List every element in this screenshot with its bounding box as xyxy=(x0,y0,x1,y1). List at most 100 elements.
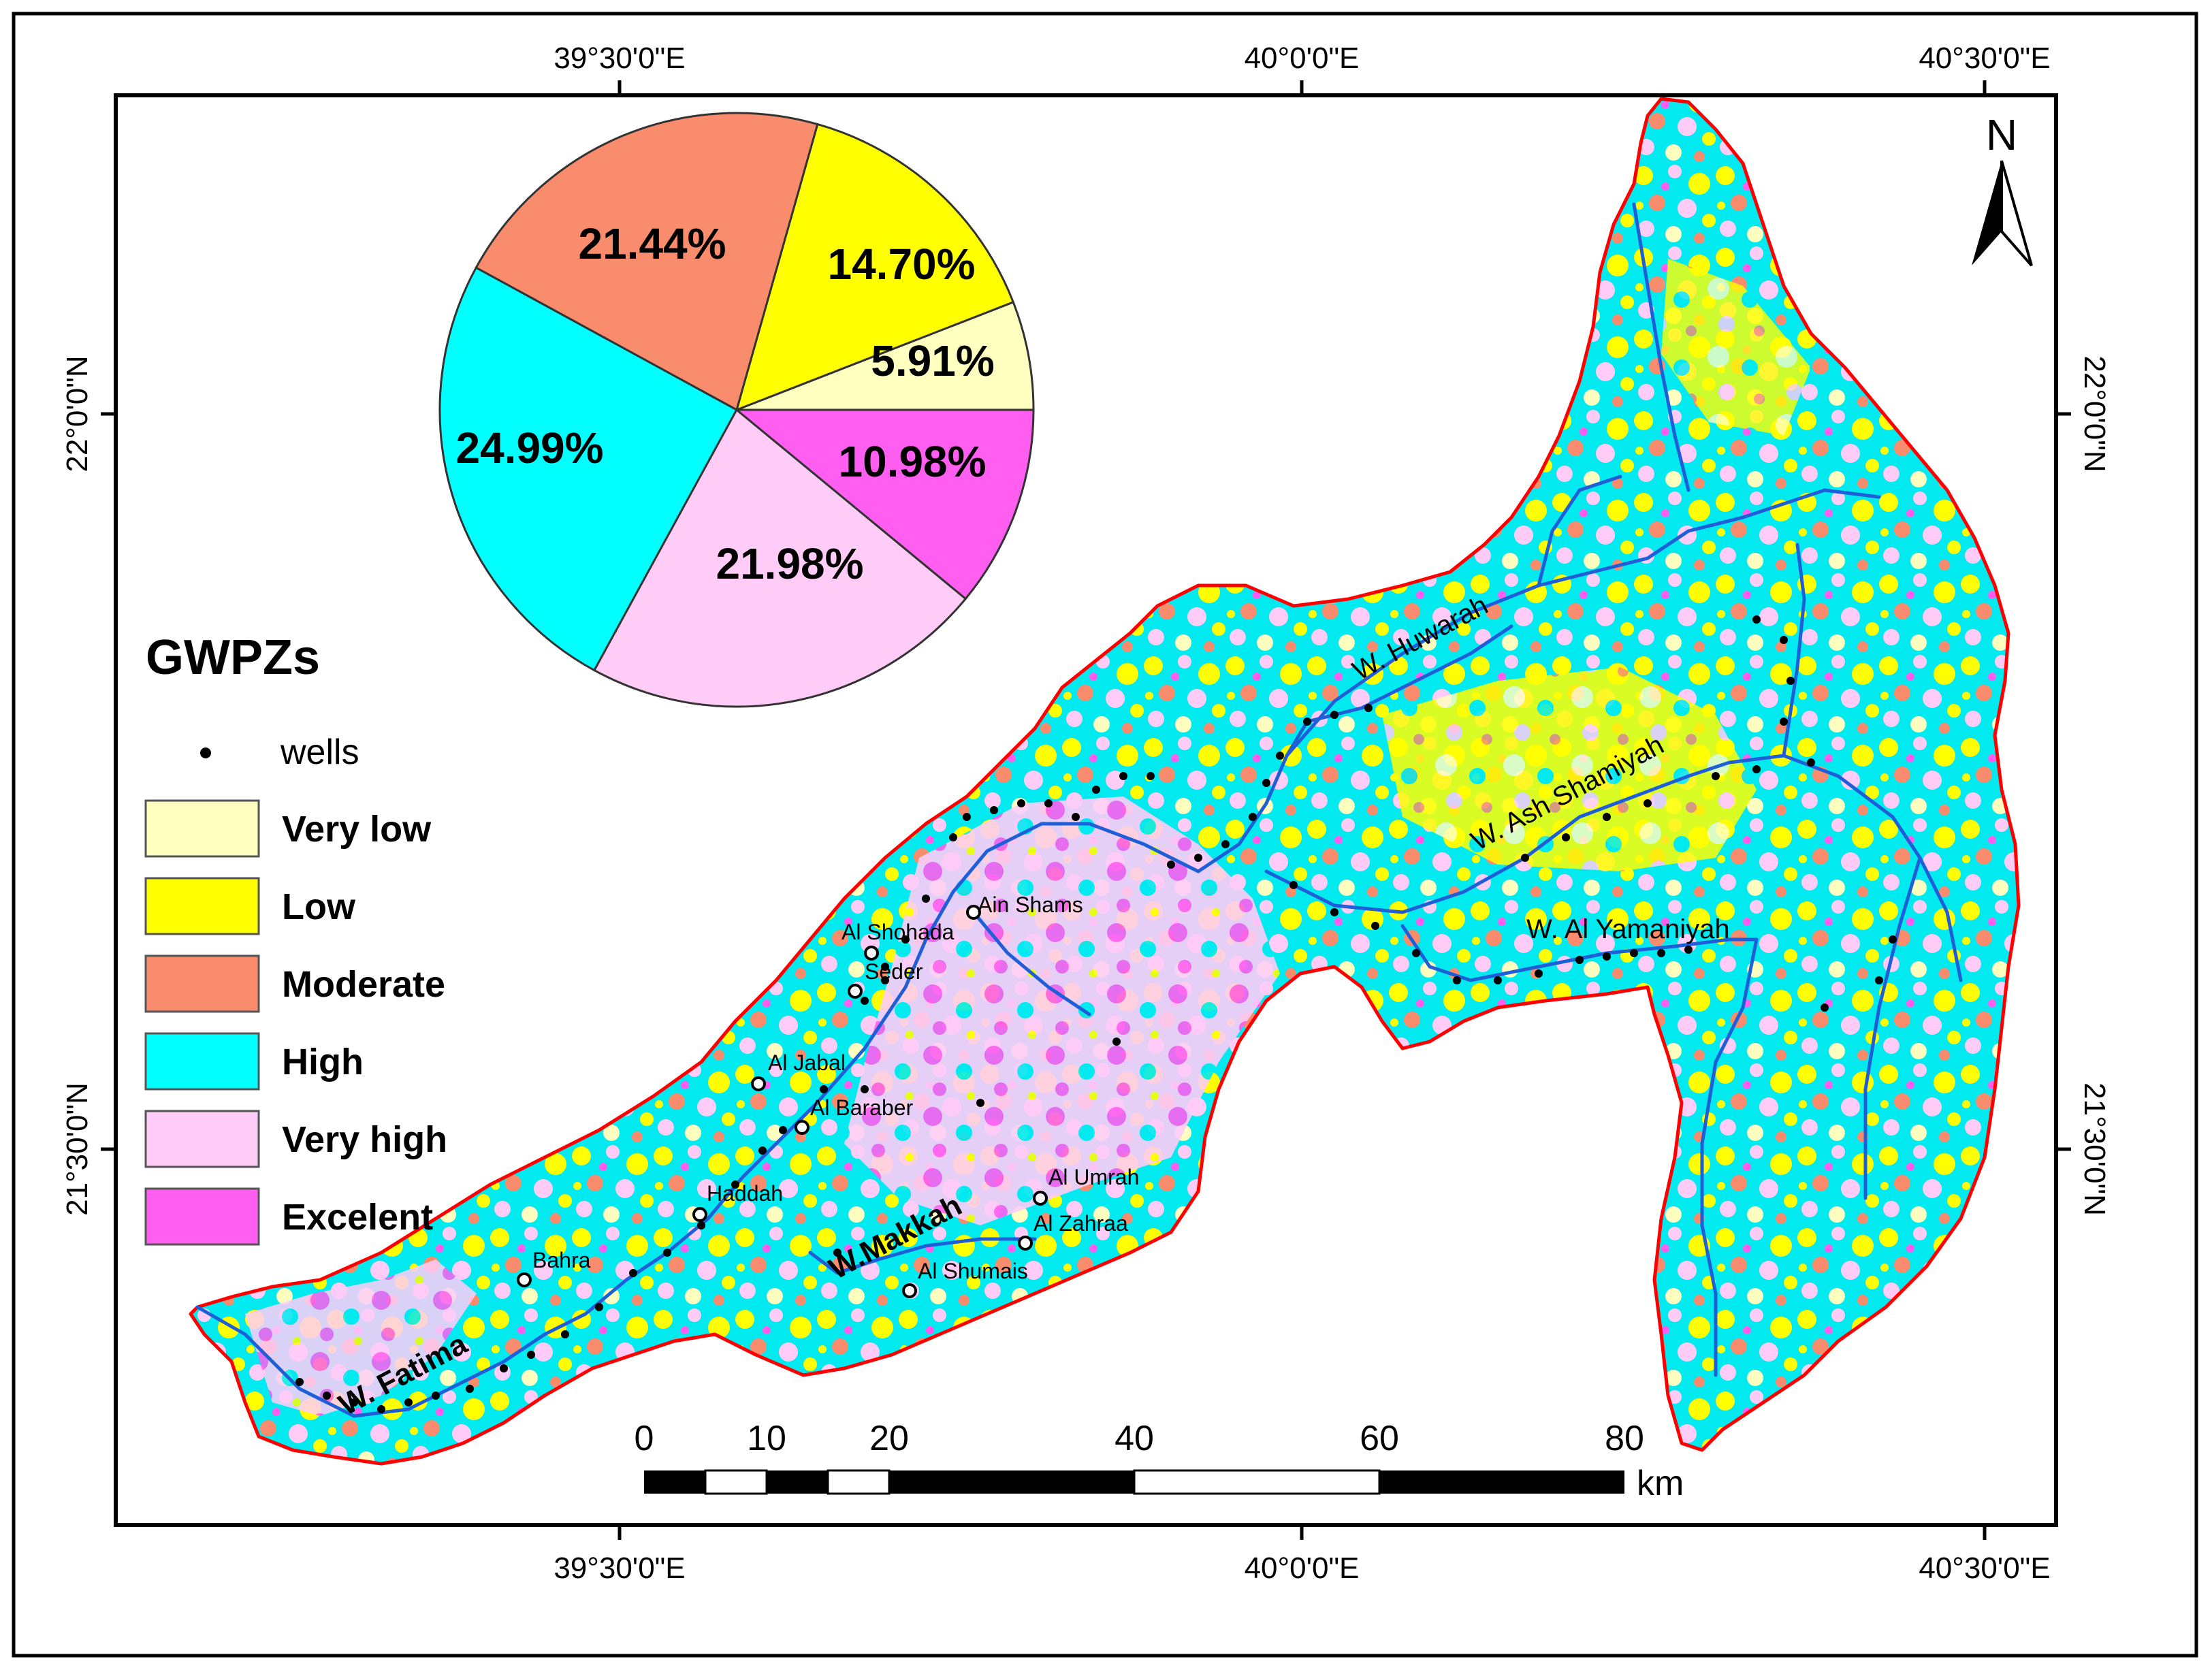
scale-seg xyxy=(767,1470,828,1494)
place-al-baraber: Al Baraber xyxy=(810,1095,914,1120)
top-tick-label-2: 40°0'0"E xyxy=(1245,42,1360,75)
well xyxy=(595,1303,603,1311)
well xyxy=(1303,718,1311,726)
well xyxy=(629,1269,637,1277)
pie-slice-label: 21.44% xyxy=(578,219,726,268)
scale-seg xyxy=(1133,1469,1381,1495)
well xyxy=(861,997,869,1005)
well xyxy=(1712,772,1720,780)
scale-seg xyxy=(644,1470,705,1494)
well xyxy=(1330,908,1339,916)
well xyxy=(1371,922,1379,930)
place-al-shumais: Al Shumais xyxy=(918,1259,1028,1283)
right-tick-label-2: 21°30'0"N xyxy=(2078,1082,2111,1216)
basin-yellow-zone-north xyxy=(1661,259,1811,436)
north-label: N xyxy=(1986,110,2017,159)
well xyxy=(779,1126,787,1134)
well xyxy=(350,1398,358,1406)
top-tick-label-3: 40°30'0"E xyxy=(1919,42,2050,75)
drainage-network xyxy=(195,202,1963,1418)
town-marker xyxy=(966,905,981,920)
well xyxy=(1112,1038,1121,1046)
place-al-shohada: Al Shohada xyxy=(841,920,955,944)
well xyxy=(1575,956,1584,964)
well xyxy=(758,1146,767,1155)
legend-swatch xyxy=(144,1110,260,1168)
scale-unit: km xyxy=(1637,1464,1684,1503)
basin-yellow-zone xyxy=(1382,667,1757,871)
pie-slice xyxy=(592,408,967,708)
pie-slice-label: 21.98% xyxy=(716,539,863,588)
well xyxy=(1603,813,1611,821)
well xyxy=(663,1249,671,1257)
well xyxy=(990,806,998,814)
wells xyxy=(295,615,1897,1413)
well xyxy=(1562,833,1570,841)
well xyxy=(1752,615,1761,624)
river-east-trib-3 xyxy=(1918,856,1963,982)
legend-label: Very high xyxy=(282,1119,447,1160)
well xyxy=(1289,881,1298,889)
well xyxy=(1644,799,1652,807)
basin xyxy=(189,97,2021,1466)
legend-wells-symbol xyxy=(200,747,211,758)
legend-swatch xyxy=(144,954,260,1013)
legend-label: Excelent xyxy=(282,1197,433,1238)
river-huwarah xyxy=(1285,488,1881,758)
well xyxy=(1364,704,1373,712)
legend-wells-label: wells xyxy=(280,733,359,772)
well xyxy=(1752,765,1761,773)
well xyxy=(323,1392,331,1400)
scale-tick-80: 80 xyxy=(1605,1419,1644,1458)
river-north-upper xyxy=(1632,202,1690,492)
well xyxy=(1889,935,1897,944)
well xyxy=(377,1405,385,1413)
wadi-al-yamaniyah-label: W. Al Yamaniyah xyxy=(1526,914,1730,944)
town-marker xyxy=(751,1076,766,1091)
town-marker xyxy=(848,984,863,999)
scale-tick-60: 60 xyxy=(1360,1419,1399,1458)
bottom-tick-label-2: 40°0'0"E xyxy=(1245,1552,1360,1585)
well xyxy=(881,976,889,984)
well xyxy=(1780,718,1788,726)
river-ain-shams-trib xyxy=(972,910,1091,1016)
legend-swatch xyxy=(144,1032,260,1091)
north-arrow-left xyxy=(1972,161,2002,266)
place-haddah: Haddah xyxy=(707,1181,783,1206)
scale-seg xyxy=(704,1469,768,1495)
well xyxy=(1535,969,1543,978)
place-al-jabal: Al Jabal xyxy=(768,1050,846,1075)
well xyxy=(404,1398,413,1406)
scale-bar: 0 10 20 40 60 80 km xyxy=(635,1419,1684,1503)
well xyxy=(1780,636,1788,644)
well xyxy=(1603,952,1611,961)
well xyxy=(1119,772,1127,780)
north-arrow: N xyxy=(1972,110,2033,267)
river-ash-shamiyah xyxy=(1264,754,1922,914)
legend-title: GWPZs xyxy=(146,630,320,685)
well xyxy=(1262,779,1270,787)
town-marker xyxy=(1033,1191,1048,1206)
basin-pink-zone xyxy=(844,797,1280,1225)
legend-label: Low xyxy=(282,886,356,927)
pie-slice-label: 10.98% xyxy=(838,437,986,486)
basin-boundary xyxy=(189,97,2021,1466)
well xyxy=(500,1364,508,1372)
pie-slice xyxy=(735,123,1015,412)
scale-seg xyxy=(827,1469,891,1495)
top-tick-label-1: 39°30'0"E xyxy=(554,42,685,75)
well xyxy=(697,1221,705,1229)
legend-label: High xyxy=(282,1042,364,1082)
well xyxy=(1092,786,1100,794)
pie-slice xyxy=(438,266,739,672)
scale-tick-20: 20 xyxy=(869,1419,909,1458)
well xyxy=(963,813,971,821)
left-tick-label-1: 22°0'0"N xyxy=(61,355,94,472)
pie-slice-label: 5.91% xyxy=(871,336,994,385)
well xyxy=(1194,854,1202,862)
legend-classes: Very low Low Moderate High Very high Excelent xyxy=(144,799,447,1246)
well xyxy=(1875,976,1883,984)
well xyxy=(1630,949,1638,957)
legend-swatch xyxy=(144,877,260,935)
